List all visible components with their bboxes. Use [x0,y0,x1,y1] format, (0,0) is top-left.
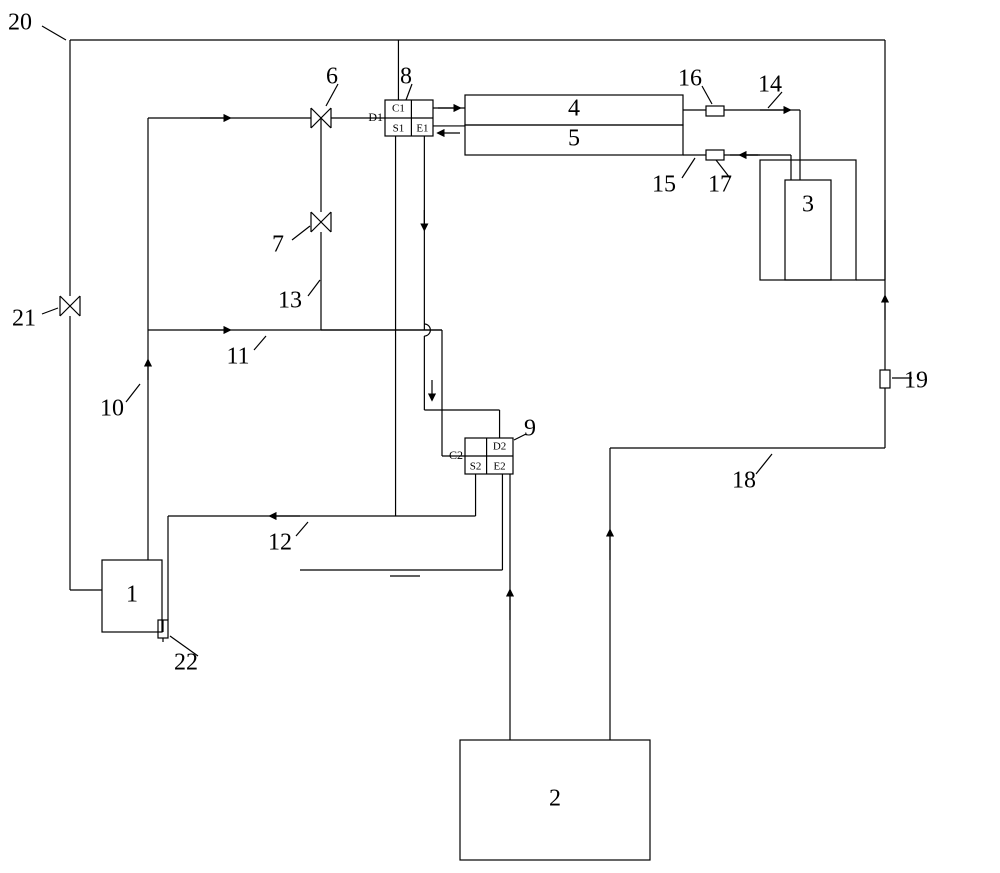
svg-text:2: 2 [549,786,561,812]
svg-text:21: 21 [12,306,36,332]
svg-text:8: 8 [400,64,412,90]
svg-text:11: 11 [226,344,249,370]
svg-text:3: 3 [802,192,814,218]
svg-text:22: 22 [174,650,198,676]
svg-text:9: 9 [524,416,536,442]
svg-text:E1: E1 [416,123,428,135]
svg-text:D1: D1 [368,110,383,124]
svg-text:20: 20 [8,10,32,36]
svg-text:15: 15 [652,172,676,198]
svg-text:S2: S2 [470,461,482,473]
svg-text:4: 4 [568,96,580,122]
svg-text:C1: C1 [392,103,405,115]
svg-text:16: 16 [678,66,702,92]
svg-text:S1: S1 [393,123,405,135]
schematic-diagram: 12345D1C1S1E1D2C2S2E22068161415177132110… [0,0,1000,873]
svg-text:1: 1 [126,582,138,608]
svg-text:19: 19 [904,368,928,394]
svg-text:17: 17 [708,172,732,198]
svg-text:12: 12 [268,530,292,556]
svg-text:14: 14 [758,72,782,98]
svg-text:C2: C2 [449,448,463,462]
svg-text:18: 18 [732,468,756,494]
svg-text:13: 13 [278,288,302,314]
svg-text:6: 6 [326,64,338,90]
svg-text:E2: E2 [493,461,505,473]
svg-text:D2: D2 [493,441,506,453]
svg-text:5: 5 [568,126,580,152]
svg-text:10: 10 [100,396,124,422]
svg-text:7: 7 [272,232,284,258]
